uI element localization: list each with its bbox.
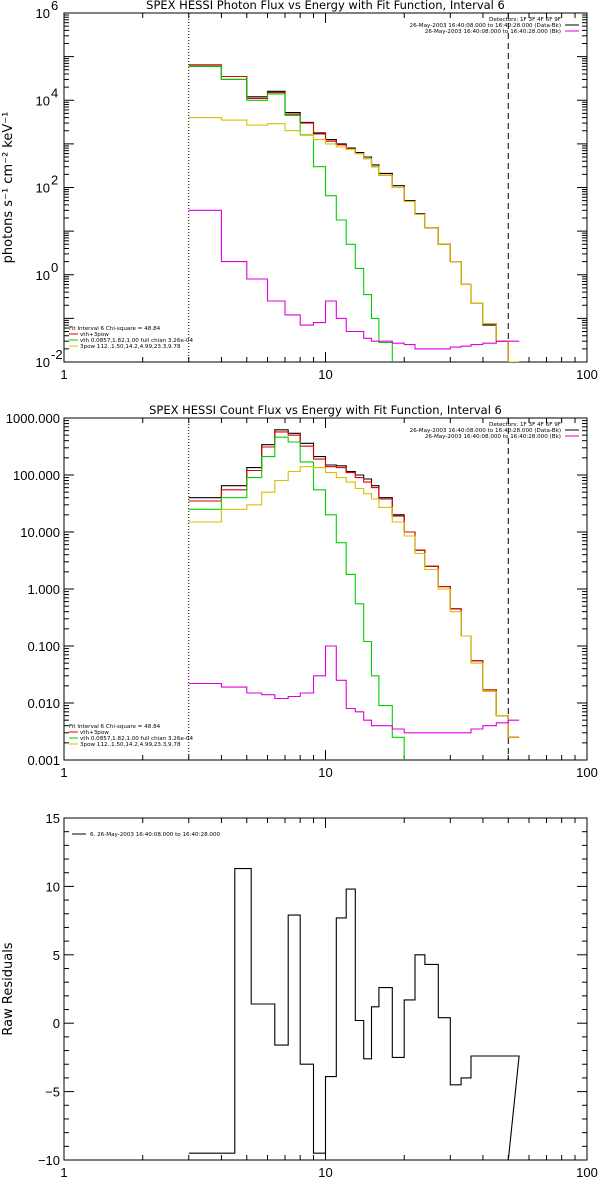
y-tick-label: 1000.000 (6, 411, 60, 426)
y-tick-label: 0 (53, 1016, 60, 1031)
y-tick-label: 10 (36, 268, 50, 283)
y-axis-label: photons s⁻¹ cm⁻² keV⁻¹ (1, 112, 16, 264)
legend-bottom-entry: vth 0.0857,1.82,1.00 full chian 3.26e-04 (80, 338, 193, 344)
y-tick-label: 15 (46, 811, 60, 826)
y-tick-label: 10 (36, 355, 50, 370)
series-line-0 (188, 868, 520, 1160)
series-line-0 (188, 429, 520, 738)
y-tick-exponent: 4 (51, 85, 58, 100)
series-line-3 (188, 117, 520, 362)
legend-bottom-entry: vth 0.0857,1.82,1.00 full chian 3.26e-04 (80, 736, 193, 742)
y-tick-label: 0.100 (27, 639, 60, 654)
y-tick-label: −5 (45, 1085, 60, 1100)
x-tick-label: 10 (318, 1165, 332, 1180)
y-tick-label: −10 (38, 1153, 60, 1168)
y-tick-label: 100.000 (13, 468, 60, 483)
y-tick-exponent: 6 (51, 0, 58, 13)
legend-top-entry: 26-May-2003 16:40:08.000 to 16:40:28.000… (410, 428, 561, 434)
series-line-1 (188, 431, 520, 738)
series-line-2 (188, 65, 393, 362)
y-tick-label: 10 (46, 879, 60, 894)
legend-top-entry: 6. 26-May-2003 16:40:08.000 to 16:40:28.… (90, 832, 221, 838)
x-tick-label: 1 (60, 765, 67, 780)
legend-top-entry: Detectors: 1F 3F 4F 6F 9F (489, 422, 561, 428)
chart-title: SPEX HESSI Photon Flux vs Energy with Fi… (146, 0, 505, 12)
legend-bottom-entry: vth+3pow (80, 332, 109, 338)
y-tick-label: 10 (36, 181, 50, 196)
y-tick-label: 10.000 (20, 525, 60, 540)
chart-title: SPEX HESSI Count Flux vs Energy with Fit… (149, 403, 502, 417)
legend-bottom-entry: vth+3pow (80, 730, 109, 736)
legend-top-entry: 26-May-2003 16:40:08.000 to 16:40:28.000… (425, 434, 561, 440)
x-tick-label: 100 (576, 367, 598, 382)
y-tick-label: 5 (53, 948, 60, 963)
series-line-3 (188, 466, 520, 738)
y-tick-label: 10 (36, 6, 50, 21)
series-line-2 (188, 436, 405, 760)
legend-top-entry: 26-May-2003 16:40:08.000 to 16:40:28.000… (425, 29, 561, 35)
y-tick-label: 1.000 (27, 582, 60, 597)
y-tick-exponent: -2 (51, 347, 63, 362)
y-tick-label: 0.001 (27, 753, 60, 768)
series-line-1 (188, 64, 520, 362)
y-tick-exponent: 2 (51, 173, 58, 188)
legend-top-entry: Detectors: 1F 3F 4F 6F 9F (489, 17, 561, 23)
x-tick-label: 10 (318, 765, 332, 780)
x-tick-label: 100 (576, 765, 598, 780)
x-tick-label: 1 (60, 367, 67, 382)
y-axis-label: Raw Residuals (1, 942, 16, 1035)
x-tick-label: 100 (576, 1165, 598, 1180)
series-line-4 (188, 209, 520, 350)
x-tick-label: 1 (60, 1165, 67, 1180)
legend-top-entry: 26-May-2003 16:40:08.000 to 16:40:28.000… (410, 23, 561, 29)
legend-bottom-entry: 3pow 112.,1.50,14.2,4.99,23.3,9.78 (80, 742, 181, 748)
series-line-0 (188, 65, 520, 362)
x-tick-label: 10 (318, 367, 332, 382)
y-tick-label: 0.010 (27, 696, 60, 711)
legend-bottom-entry: Fit Interval 6 Chi-square = 48.84 (69, 724, 161, 730)
series-line-4 (188, 645, 520, 734)
legend-bottom-entry: Fit Interval 6 Chi-square = 48.84 (69, 326, 161, 332)
y-tick-exponent: 0 (51, 260, 58, 275)
legend-bottom-entry: 3pow 112.,1.50,14.2,4.99,23.3,9.78 (80, 344, 181, 350)
y-tick-label: 10 (36, 93, 50, 108)
